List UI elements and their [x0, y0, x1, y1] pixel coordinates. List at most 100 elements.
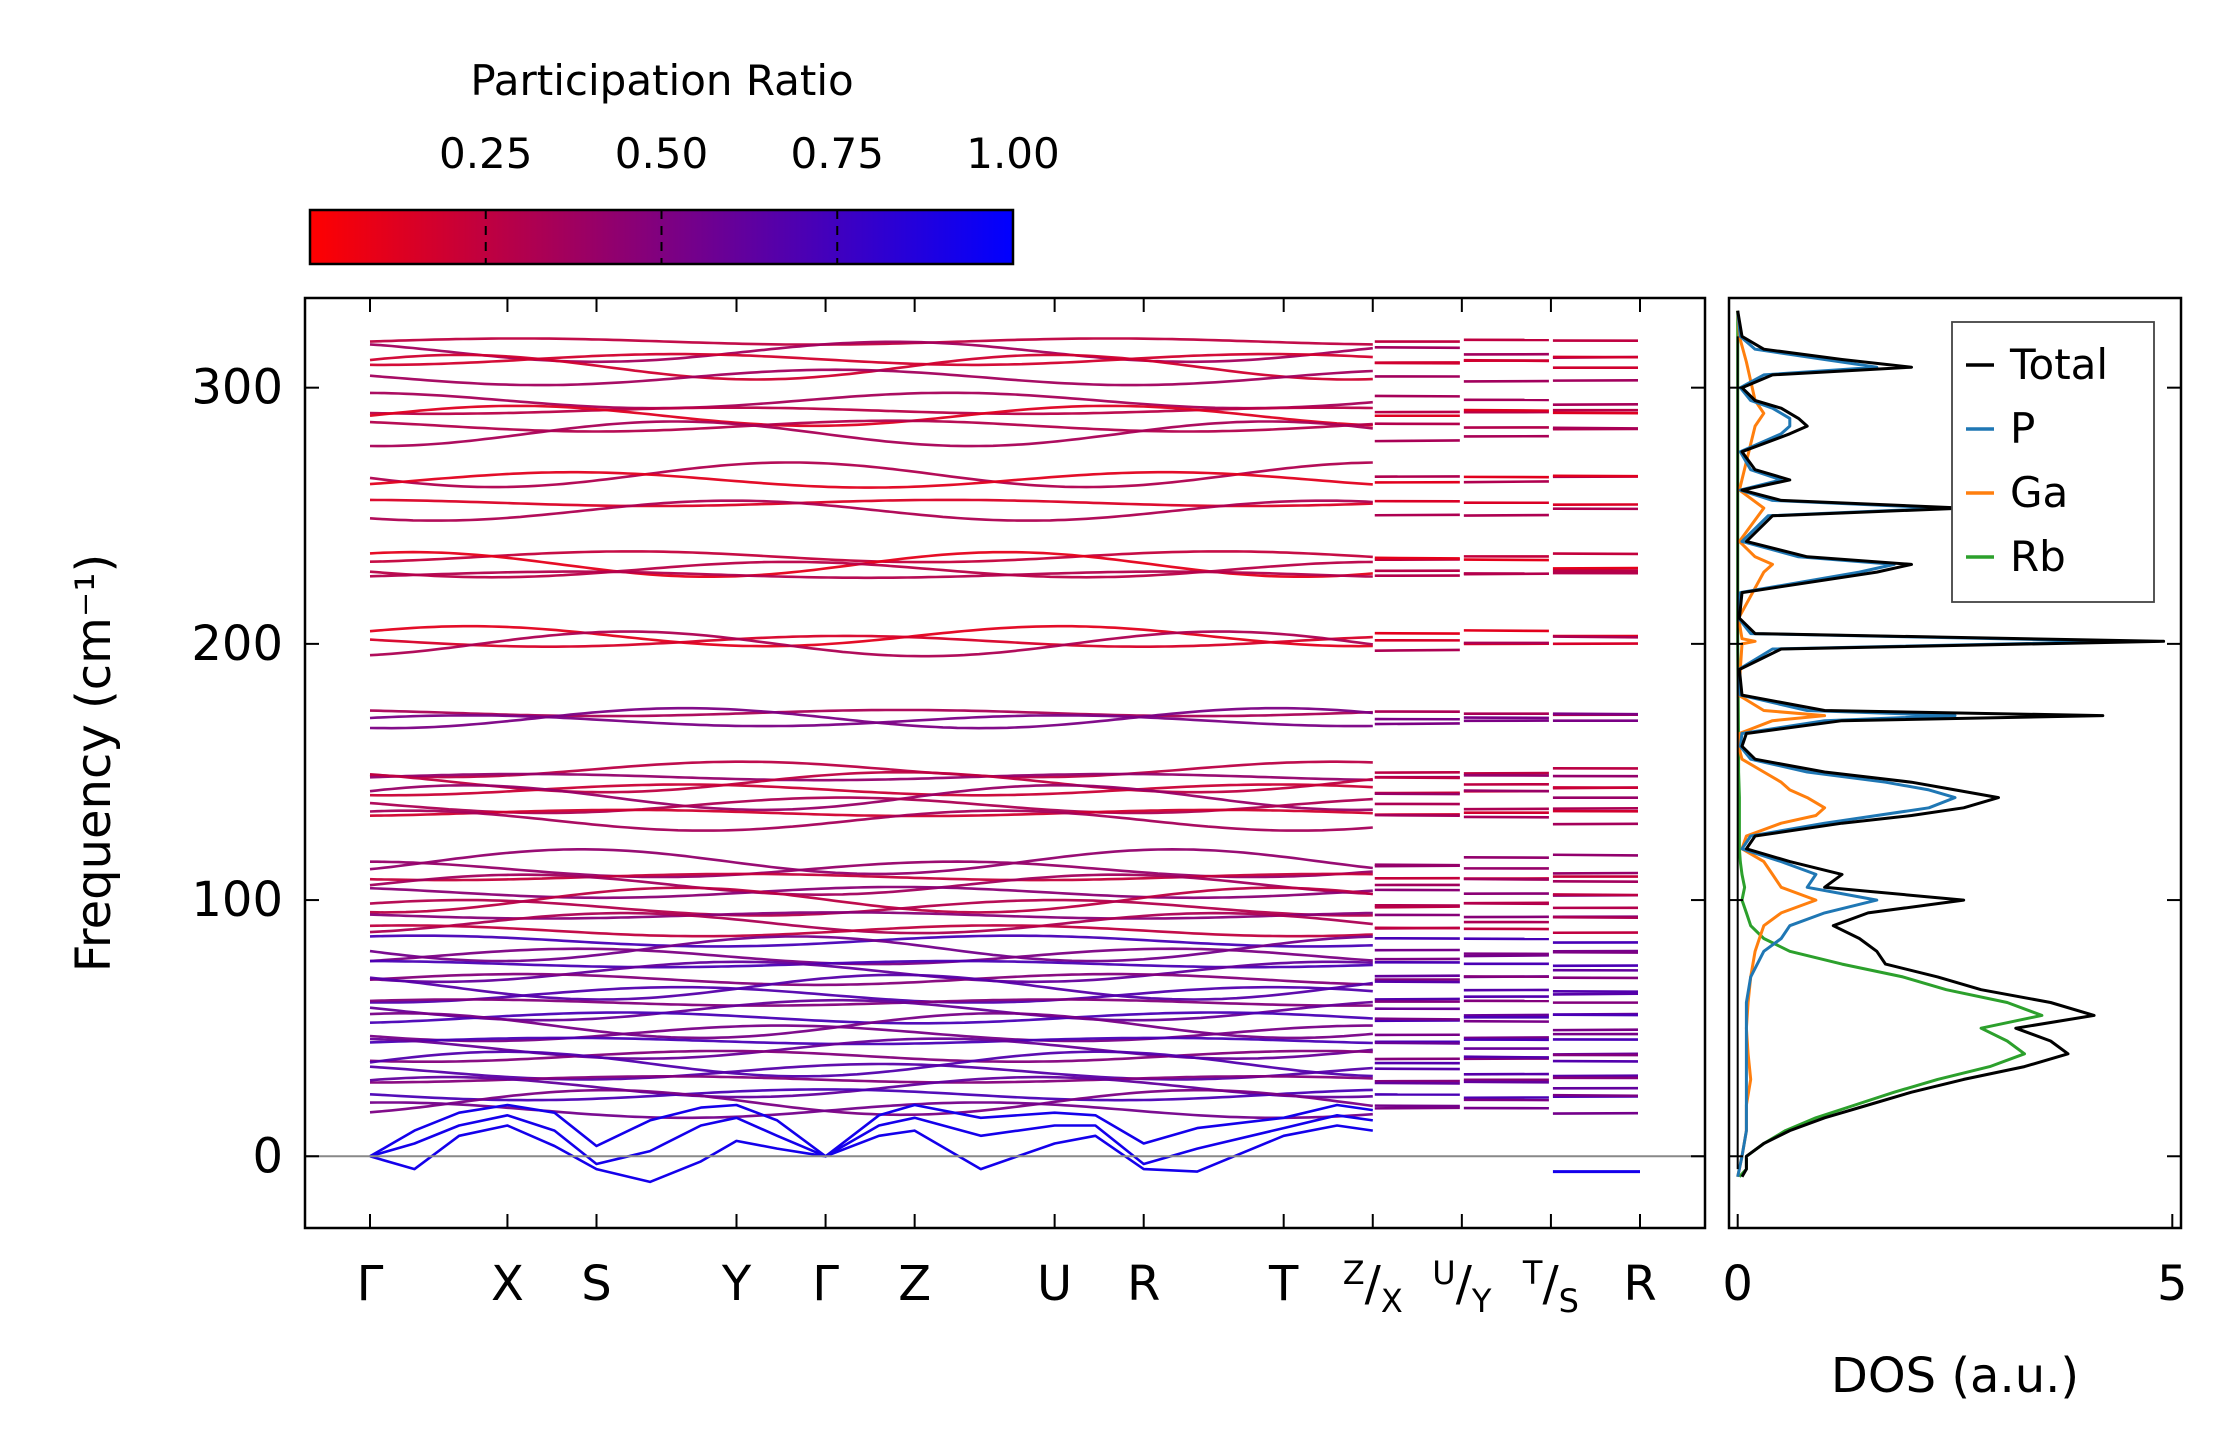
k-label-9: Z/X: [1343, 1254, 1403, 1320]
phonon-band-112: [369, 784, 1373, 812]
phonon-band-212: [369, 1012, 1373, 1040]
phonon-band-164: [369, 924, 1373, 938]
phonon-band-234: [1463, 1055, 1549, 1059]
y-tick-label-2: 200: [191, 616, 283, 672]
phonon-band-152: [369, 898, 1373, 917]
phonon-band-0: [369, 337, 1373, 346]
phonon-band-192: [369, 973, 1373, 1001]
phonon-band-28: [369, 404, 1373, 428]
phonon-band-131: [1552, 853, 1639, 857]
phonon-band-72: [369, 624, 1373, 648]
phonon-band-232: [369, 1050, 1373, 1078]
phonon-band-148: [369, 886, 1373, 914]
phonon-band-68: [369, 570, 1373, 580]
phonon-band-120: [369, 808, 1373, 818]
colorbar-ticks: 0.25 0.50 0.75 1.00: [439, 129, 1060, 264]
k-label-3: Y: [721, 1256, 752, 1312]
phonon-band-12: [369, 353, 1373, 381]
phonon-band-193: [1374, 980, 1460, 984]
phonon-band-84: [369, 708, 1373, 718]
phonon-band-174: [1463, 954, 1549, 958]
phonon-band-225: [1374, 1041, 1460, 1045]
phonon-band-83: [1552, 635, 1639, 639]
phonon-band-36: [369, 420, 1373, 448]
k-label-12: R: [1623, 1256, 1656, 1312]
phonon-band-64: [369, 560, 1373, 579]
k-label-1: X: [491, 1256, 524, 1312]
phonon-band-228: [369, 1049, 1373, 1063]
phonon-band-180: [370, 959, 1373, 969]
dos-axis-label: DOS (a.u.): [1831, 1348, 2079, 1404]
phonon-band-213: [1374, 1017, 1460, 1021]
legend-label-total: Total: [2009, 340, 2108, 389]
phonon-band-246: [1463, 1080, 1549, 1084]
phonon-band-48: [369, 498, 1373, 508]
k-label-2: S: [581, 1256, 611, 1312]
colorbar-tick-label-3: 1.00: [966, 129, 1060, 178]
k-label-0: Γ: [357, 1256, 384, 1312]
dos-x-tick-label-1: 5: [2157, 1256, 2188, 1312]
phonon-band-204: [369, 998, 1373, 1022]
phonon-band-39: [1552, 426, 1639, 430]
phonon-band-188: [369, 972, 1373, 987]
colorbar: Participation Ratio 0.25 0.50 0.75 1.00: [308, 56, 1060, 266]
phonon-band-42: [1463, 480, 1549, 484]
frequency-axis-label: Frequency (cm⁻¹): [66, 554, 122, 972]
k-label-6: U: [1037, 1256, 1072, 1312]
phonon-band-156: [369, 911, 1373, 920]
phonon-band-14: [1463, 358, 1549, 363]
phonon-band-76: [369, 634, 1373, 648]
phonon-band-256: [369, 1101, 1373, 1120]
legend-label-ga: Ga: [2010, 468, 2068, 517]
colorbar-tick-label-2: 0.75: [790, 129, 884, 178]
phonon-band-163: [1552, 915, 1639, 920]
phonon-band-52: [369, 499, 1373, 522]
phonon-band-32: [369, 419, 1373, 433]
phonon-band-20: [369, 391, 1373, 410]
phonon-band-160: [369, 911, 1373, 935]
phonon-band-142: [1463, 877, 1549, 881]
phonon-band-184: [369, 960, 1373, 984]
dos-x-tick-label-0: 0: [1722, 1256, 1753, 1312]
phonon-band-8: [369, 352, 1373, 367]
legend-label-rb: Rb: [2010, 532, 2066, 581]
phonon-band-89: [1374, 722, 1460, 726]
phonon-band-216: [369, 1024, 1373, 1043]
phonon-band-253: [1374, 1106, 1460, 1110]
phonon-band-81: [1374, 648, 1460, 652]
phonon-band-74: [1463, 629, 1549, 633]
phonon-band-255: [1552, 1093, 1639, 1098]
phonon-bands: [369, 337, 1640, 1184]
phonon-band-114: [1463, 789, 1549, 793]
phonon-band-61: [1374, 556, 1460, 560]
phonon-band-37: [1374, 439, 1460, 443]
colorbar-title: Participation Ratio: [470, 56, 853, 105]
phonon-band-128: [369, 847, 1373, 876]
phonon-band-200: [369, 998, 1373, 1007]
band-plot-frame: [303, 296, 1707, 1230]
phonon-band-172: [369, 935, 1373, 963]
legend-label-p: P: [2010, 404, 2035, 453]
phonon-band-16: [369, 368, 1373, 387]
dos-plot-frame: [1727, 296, 2183, 1230]
phonon-band-176: [369, 947, 1373, 966]
k-label-4: Γ: [812, 1256, 839, 1312]
k-label-10: U/Y: [1432, 1254, 1492, 1320]
y-tick-label-3: 300: [191, 360, 283, 416]
y-tick-label-0: 0: [252, 1128, 283, 1184]
phonon-band-124: [369, 809, 1373, 832]
kpath-ticks: Γ X S Y Γ Z U R T Z/XU/YT/S R: [357, 298, 1657, 1320]
k-label-8: T: [1268, 1256, 1299, 1312]
phonon-band-92: [369, 713, 1373, 728]
phonon-band-100: [369, 772, 1373, 782]
phonon-band-252: [369, 1088, 1373, 1117]
phonon-band-195: [1552, 992, 1639, 996]
dos-series-rb: [1736, 310, 2044, 1178]
k-label-7: R: [1127, 1256, 1160, 1312]
phonon-band-240: [370, 1075, 1373, 1084]
phonon-band-206: [1463, 1013, 1549, 1017]
phonon-band-248: [369, 1088, 1373, 1102]
phonon-band-136: [369, 872, 1373, 882]
